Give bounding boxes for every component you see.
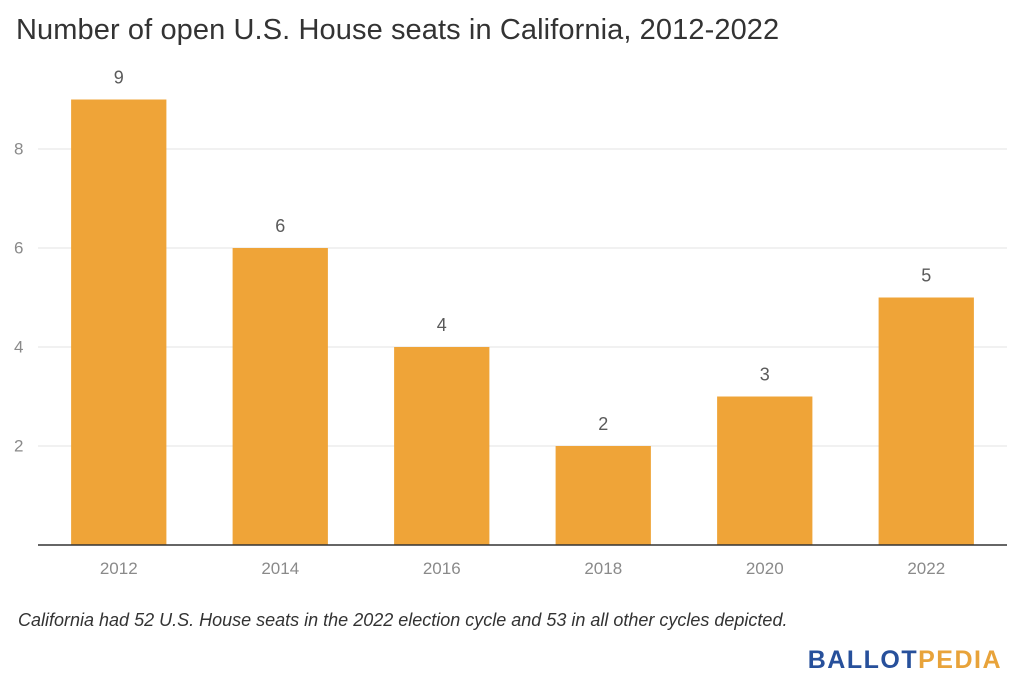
data-label: 6 (275, 216, 285, 236)
data-label: 2 (598, 414, 608, 434)
chart-title: Number of open U.S. House seats in Calif… (16, 14, 780, 46)
bar (555, 446, 651, 545)
y-tick-label: 8 (14, 140, 23, 159)
bar (878, 297, 974, 545)
ballotpedia-logo: BALLOTPEDIA (808, 646, 1002, 675)
y-tick-label: 4 (14, 338, 23, 357)
logo-part-pedia: PEDIA (918, 646, 1002, 674)
y-tick-label: 2 (14, 437, 23, 456)
logo-part-ballot: BALLOT (807, 646, 919, 674)
bar (394, 347, 490, 545)
data-label: 5 (921, 266, 931, 286)
bar (232, 248, 328, 545)
bar-chart: 2 4 6 8 9 2012 6 2014 4 2016 2 2018 3 2020 5 2022 (14, 68, 1007, 578)
y-tick-label: 6 (14, 239, 23, 258)
bar (71, 99, 167, 545)
footnote: California had 52 U.S. House seats in th… (18, 610, 788, 630)
x-tick-label: 2014 (261, 559, 299, 578)
x-tick-label: 2012 (100, 559, 138, 578)
data-label: 4 (437, 315, 447, 335)
x-tick-label: 2016 (423, 559, 461, 578)
x-tick-label: 2022 (907, 559, 945, 578)
bar (717, 396, 813, 545)
x-tick-label: 2020 (746, 559, 784, 578)
data-label: 3 (760, 365, 770, 385)
x-tick-label: 2018 (584, 559, 622, 578)
data-label: 9 (114, 68, 124, 88)
